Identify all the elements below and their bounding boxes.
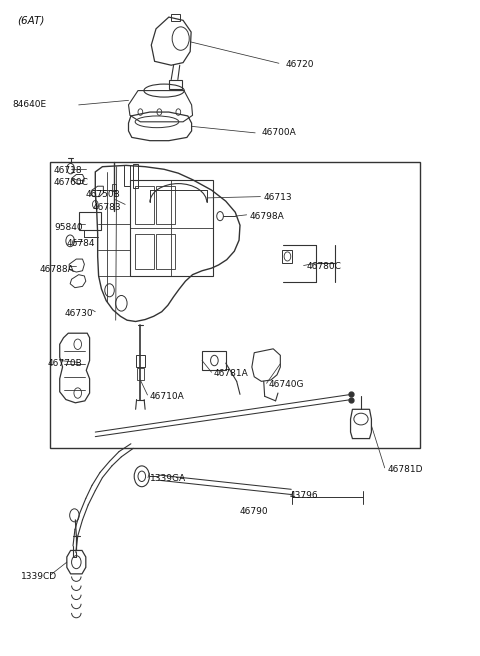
Text: 46780C: 46780C: [306, 262, 341, 272]
Text: 46750B: 46750B: [86, 190, 120, 199]
Bar: [169, 79, 181, 89]
Text: 46730: 46730: [64, 308, 93, 318]
Text: 46740G: 46740G: [268, 380, 304, 389]
Text: 1339CD: 1339CD: [21, 572, 57, 581]
Bar: [124, 165, 131, 186]
Bar: [130, 180, 213, 276]
Bar: [137, 368, 144, 380]
Bar: [136, 356, 145, 367]
Text: 46760C: 46760C: [54, 178, 89, 187]
Bar: [156, 234, 175, 270]
Text: 46710A: 46710A: [150, 392, 185, 401]
Bar: [112, 184, 116, 192]
Text: (6AT): (6AT): [17, 16, 44, 26]
Bar: [79, 213, 101, 230]
Text: 46781A: 46781A: [214, 369, 249, 378]
Text: 1339GA: 1339GA: [150, 474, 186, 483]
Bar: [156, 186, 175, 224]
Text: 46788A: 46788A: [40, 265, 74, 274]
Text: 46784: 46784: [67, 239, 96, 248]
Text: 46720: 46720: [285, 60, 313, 69]
Text: 46781D: 46781D: [387, 464, 422, 474]
Bar: [135, 186, 154, 224]
Text: 46770B: 46770B: [48, 359, 83, 368]
Text: 46783: 46783: [93, 203, 121, 212]
Text: 46700A: 46700A: [261, 129, 296, 137]
Bar: [282, 250, 292, 263]
Text: 46790: 46790: [240, 507, 269, 516]
Bar: [133, 164, 138, 188]
Bar: [50, 162, 420, 448]
Text: 46798A: 46798A: [250, 212, 284, 220]
Bar: [135, 234, 154, 270]
Text: 43796: 43796: [290, 491, 318, 500]
Bar: [202, 352, 226, 369]
Text: 46718: 46718: [54, 166, 83, 175]
Text: 46713: 46713: [264, 194, 292, 203]
Text: 95840: 95840: [54, 222, 83, 232]
Text: 84640E: 84640E: [12, 100, 47, 110]
Bar: [171, 14, 180, 21]
